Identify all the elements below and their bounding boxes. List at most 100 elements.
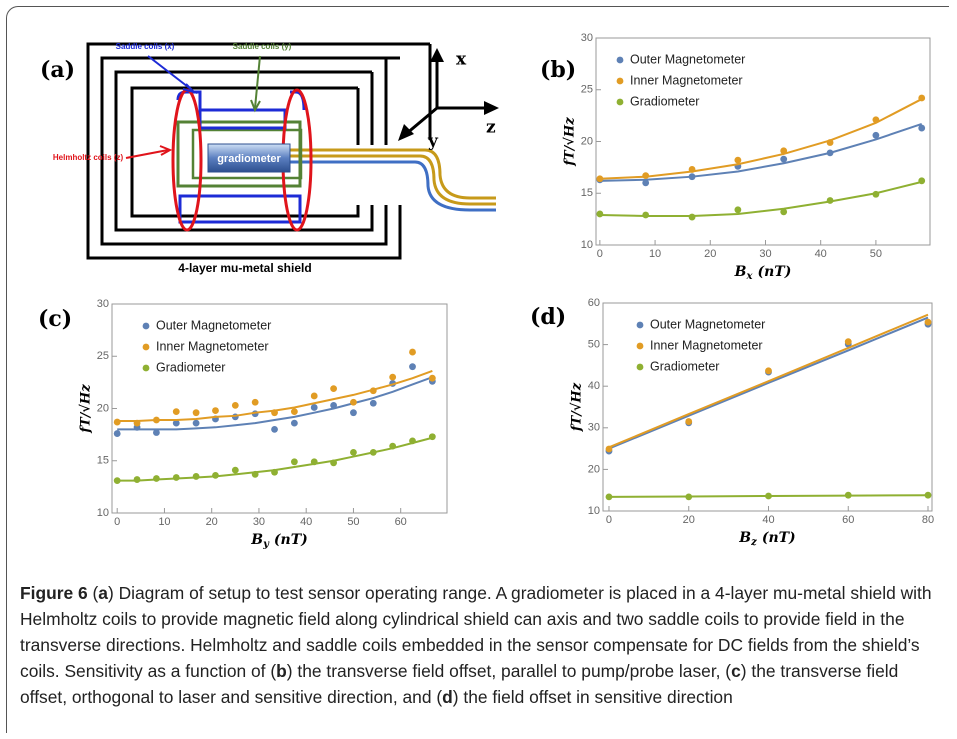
y-tick-label: 40 (588, 380, 600, 392)
data-point (251, 470, 259, 478)
data-point (231, 466, 239, 474)
data-point (113, 477, 121, 485)
coil-label: Helmholtz coils (z) (53, 153, 124, 162)
x-tick-label: 30 (759, 248, 771, 260)
data-point (826, 139, 834, 146)
chart: 10 15 20 25 30 0 10 20 30 40 50 (b) fT/√Hz Bx (nT) Oute… (540, 32, 931, 282)
shield-layer (100, 56, 400, 246)
data-point (212, 471, 219, 479)
caption-text: d (442, 687, 453, 707)
data-point (642, 179, 650, 187)
shield-layer (114, 70, 374, 232)
data-point (409, 437, 416, 445)
gradiometer-label: gradiometer (217, 153, 281, 165)
data-point (290, 419, 298, 427)
data-point (389, 373, 397, 381)
legend-marker (636, 363, 644, 371)
y-tick-label: 10 (97, 507, 109, 519)
data-point (428, 433, 436, 441)
data-point (389, 442, 397, 450)
x-label-symbol: B (250, 532, 263, 548)
pointer (254, 55, 261, 109)
y-tick-label: 15 (97, 455, 109, 467)
data-point (688, 213, 696, 221)
y-tick-label: 50 (588, 339, 600, 351)
plot-frame (602, 302, 933, 512)
x-tick-label: 40 (815, 248, 827, 260)
panel-label: (d) (530, 304, 566, 330)
data-point (780, 155, 788, 163)
y-tick-label: 60 (588, 297, 600, 309)
caption-text: Figure 6 (20, 583, 88, 603)
data-point (251, 398, 259, 406)
data-point (172, 419, 180, 427)
data-point (428, 374, 436, 382)
data-point (212, 407, 219, 414)
x-label-subscript: y (262, 539, 270, 550)
data-point (844, 338, 852, 346)
x-label-subscript: z (750, 537, 757, 548)
data-point (826, 197, 834, 204)
data-point (330, 459, 338, 467)
x-tick-label: 60 (842, 514, 854, 526)
data-point (310, 392, 318, 400)
data-point (350, 398, 357, 406)
pointer (182, 83, 198, 94)
y-tick-label: 10 (588, 505, 600, 517)
data-point (918, 177, 926, 185)
axis-name: z (486, 118, 496, 138)
data-point (172, 408, 180, 416)
data-point (918, 124, 926, 132)
data-point (734, 206, 742, 214)
data-point (153, 475, 160, 482)
x-label-symbol: B (734, 264, 747, 280)
chart: 10 15 20 25 30 0 10 20 30 40 50 60 (c) fT/√Hz By (nT) Ou… (38, 298, 448, 550)
x-tick-label: 50 (870, 248, 882, 260)
data-point (685, 493, 693, 501)
figure-border (6, 6, 949, 733)
panel-label: (a) (40, 57, 75, 83)
data-point (596, 175, 604, 183)
x-axis-label: Bx (nT) (734, 264, 792, 282)
gradiometer-cell (207, 143, 291, 173)
chart: 10 20 30 40 50 60 0 20 40 60 80 (d) fT/√Hz Bz (nT) Oute… (530, 297, 934, 548)
pointer (159, 145, 173, 156)
data-point (133, 476, 141, 483)
data-point (271, 426, 278, 433)
data-point (350, 448, 357, 456)
cable (290, 160, 496, 212)
y-tick-label: 20 (581, 135, 593, 147)
data-point (765, 492, 772, 500)
data-point (133, 419, 141, 427)
panel-label: (b) (540, 57, 576, 83)
legend-marker (142, 343, 150, 351)
fit-line (117, 376, 433, 431)
axis-name: x (456, 50, 467, 70)
legend-marker (616, 77, 624, 85)
shield-label: 4-layer mu-metal shield (178, 261, 311, 275)
panel-label: (c) (38, 306, 72, 332)
legend-marker (636, 342, 644, 350)
x-axis-label: Bz (nT) (738, 530, 795, 548)
data-point (642, 172, 650, 180)
saddle-coil-y (191, 128, 303, 180)
x-tick-label: 80 (922, 514, 934, 526)
caption-text: a (98, 583, 108, 603)
caption-text: c (731, 661, 741, 681)
data-point (113, 418, 121, 426)
x-tick-label: 20 (206, 516, 218, 528)
data-point (872, 131, 880, 139)
y-tick-label: 30 (588, 422, 600, 434)
x-tick-label: 0 (114, 516, 120, 528)
fit-line (608, 316, 929, 450)
data-point (685, 418, 693, 425)
data-point (734, 156, 742, 164)
legend-marker (142, 364, 150, 372)
data-point (153, 429, 160, 436)
axis-arrowhead (398, 48, 499, 141)
data-point (310, 458, 318, 466)
legend-marker (636, 321, 644, 329)
x-tick-label: 0 (606, 514, 612, 526)
y-tick-label: 30 (581, 32, 593, 44)
pointer (250, 99, 261, 113)
